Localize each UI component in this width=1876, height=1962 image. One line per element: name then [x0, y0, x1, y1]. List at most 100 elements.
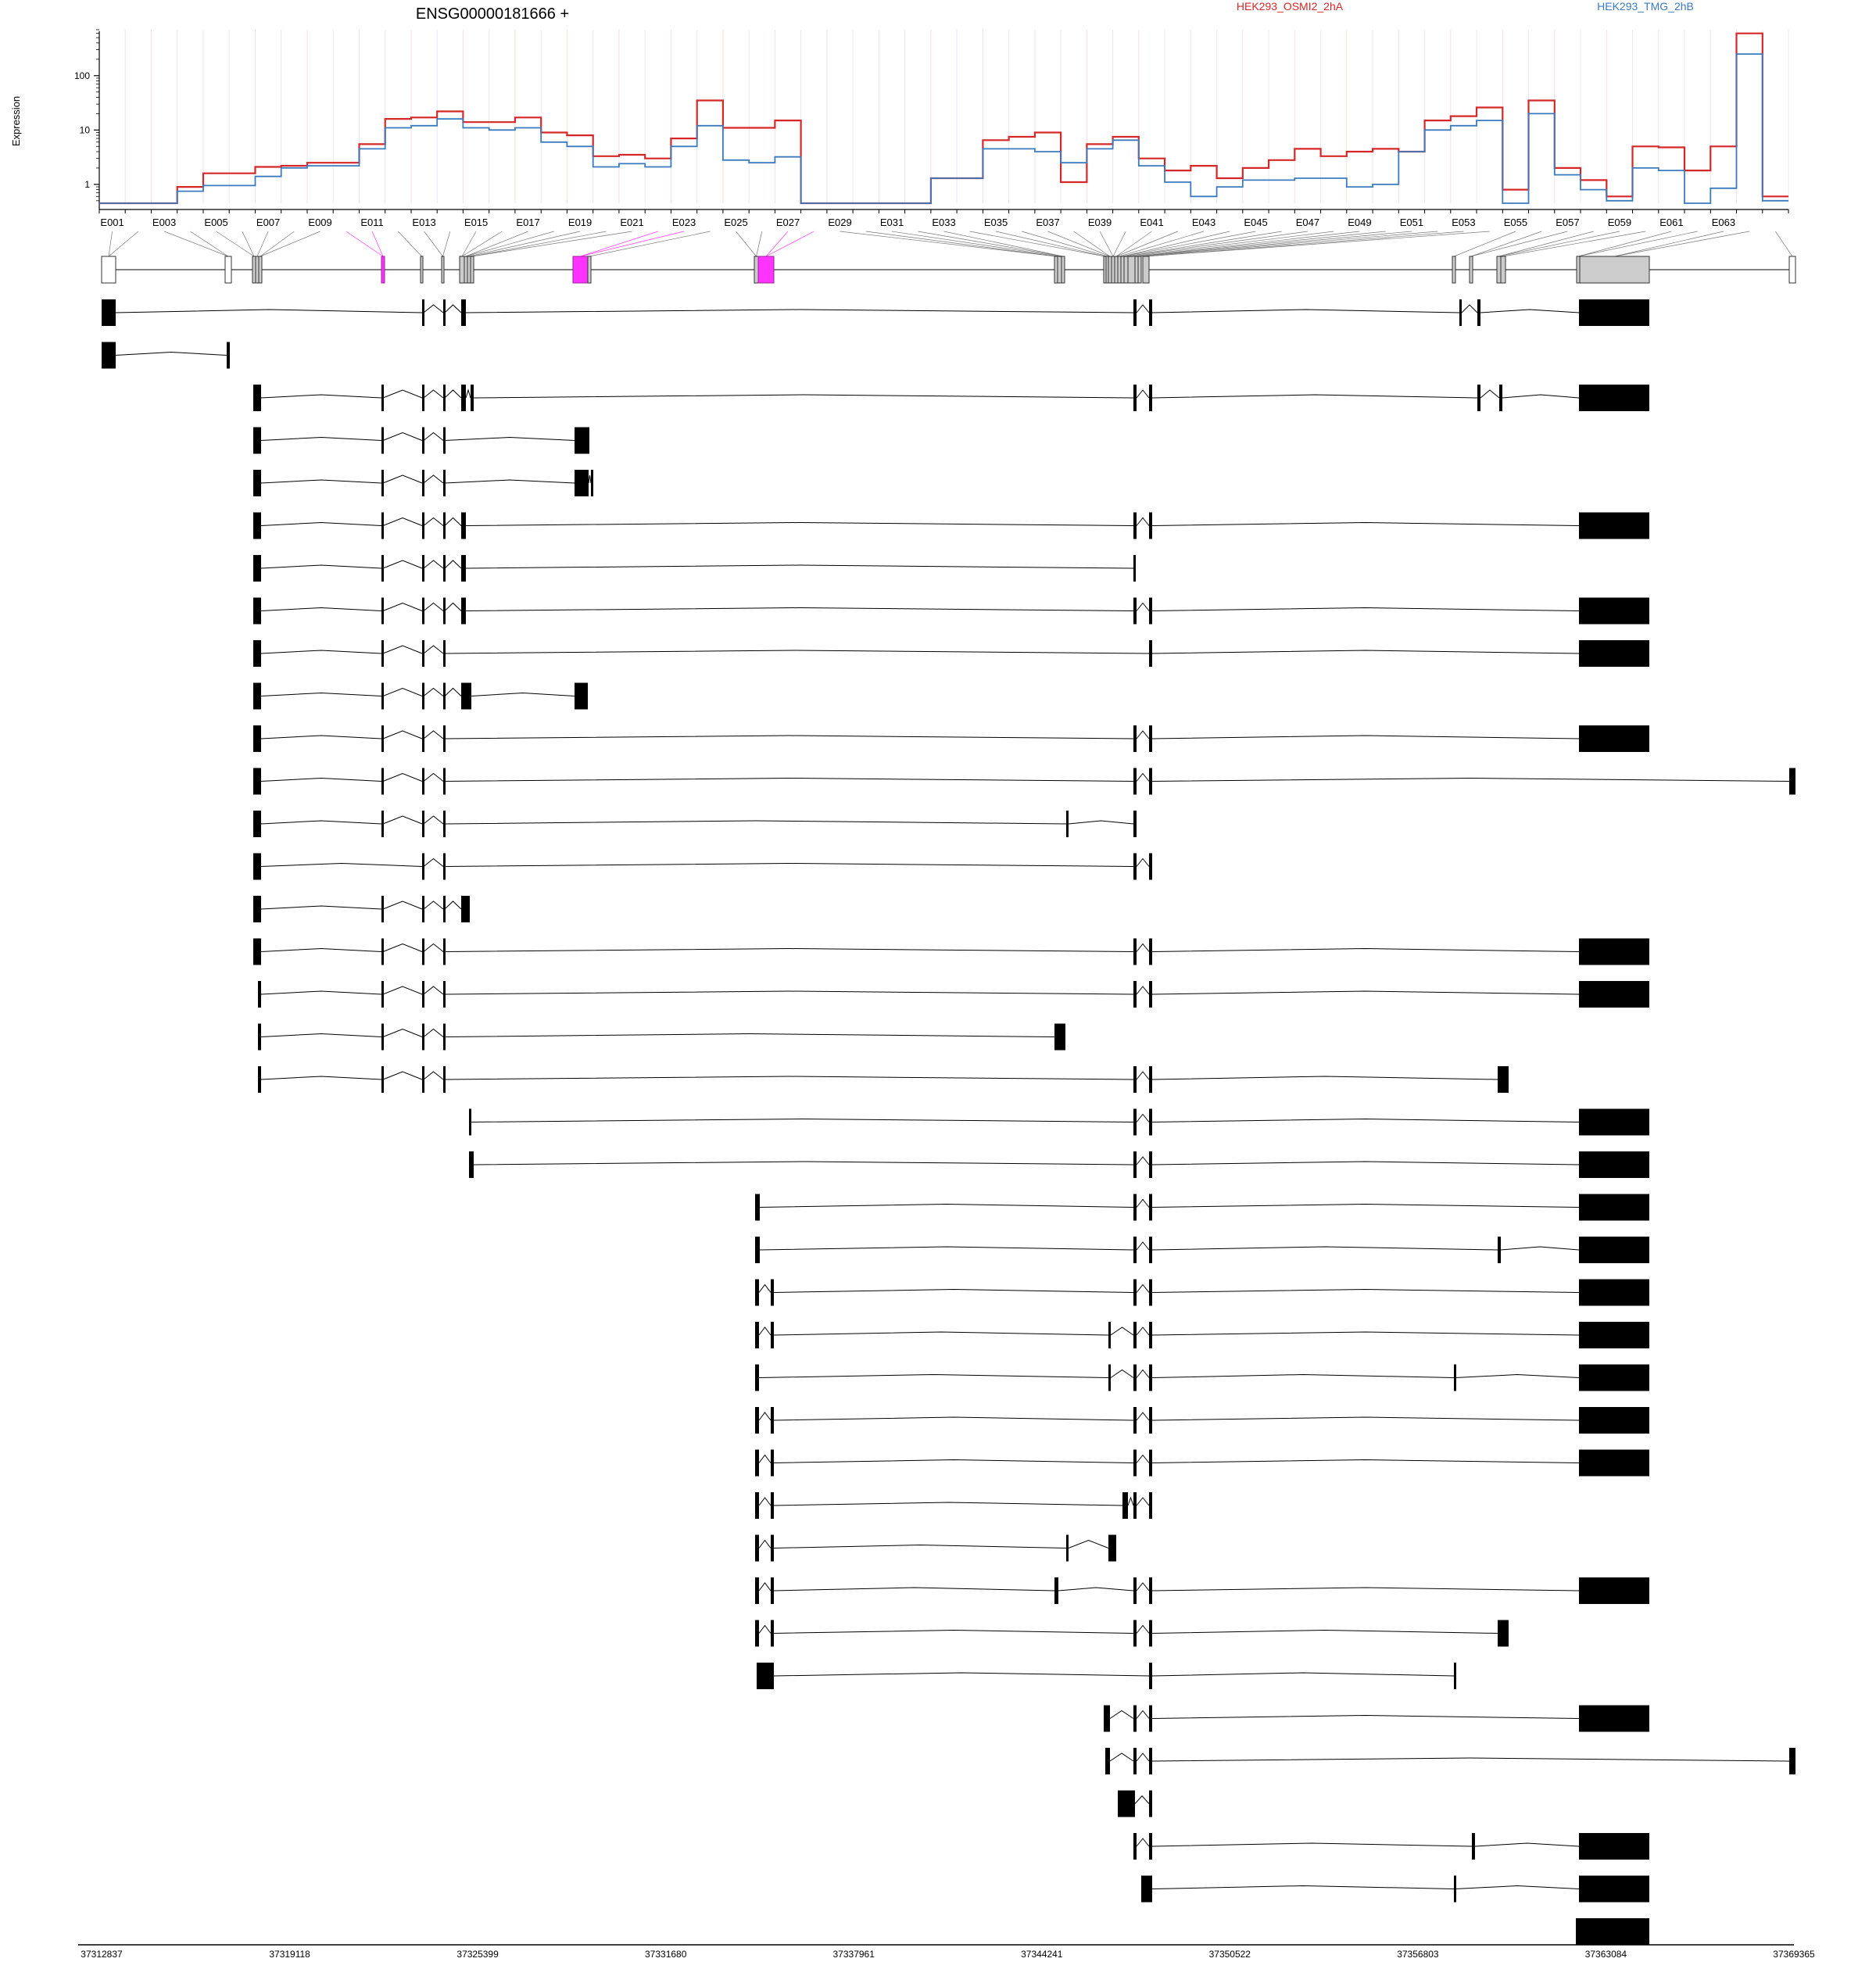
- transcript-intron: [1109, 1710, 1134, 1719]
- transcript-intron: [1136, 1497, 1150, 1506]
- transcript-exon: [461, 512, 466, 539]
- exon-labels: E001 E003 E005 E007 E009 E011 E013 E015 E017 E019…: [100, 217, 1735, 228]
- transcript-exon: [1133, 1364, 1137, 1391]
- genomic-tick-label: 37337961: [833, 1949, 875, 1960]
- transcript-exon: [1579, 597, 1649, 625]
- exon-connector: [442, 231, 451, 257]
- exon-connector: [765, 231, 789, 257]
- transcript-exon: [1149, 1663, 1152, 1689]
- exon-connector: [465, 231, 528, 257]
- model-exon: [1127, 256, 1136, 284]
- transcript-exon: [381, 470, 384, 496]
- genomic-tick-label: 37350522: [1209, 1949, 1251, 1960]
- exon-label: E035: [984, 217, 1008, 228]
- exon-connector: [371, 231, 384, 257]
- transcript-exon: [755, 1364, 759, 1391]
- exon-connector: [1136, 231, 1360, 257]
- exon-label: E057: [1556, 217, 1579, 228]
- transcript-exon: [422, 811, 424, 837]
- transcript-intron: [773, 1502, 1123, 1506]
- transcript-intron: [758, 1497, 772, 1506]
- transcript-exon: [443, 853, 446, 880]
- transcript-exon: [1579, 1449, 1649, 1477]
- y-tick-label: 10: [80, 124, 91, 135]
- transcript-intron: [1068, 1539, 1109, 1548]
- exon-label: E029: [828, 217, 851, 228]
- transcript-exon: [1579, 640, 1649, 667]
- transcript-exon: [461, 555, 466, 582]
- transcript-intron: [423, 1071, 444, 1080]
- transcript-exon: [755, 1322, 759, 1348]
- exon-connectors: [108, 231, 1793, 257]
- transcript-intron: [1136, 1710, 1150, 1719]
- exon-connector: [1115, 231, 1152, 257]
- transcript-intron: [382, 602, 423, 611]
- transcript-exon: [771, 1449, 774, 1477]
- transcript-exon: [1133, 555, 1136, 582]
- transcript-intron: [115, 309, 423, 313]
- transcript-intron: [1136, 304, 1150, 313]
- transcript-intron: [759, 1203, 1134, 1208]
- exon-connector: [969, 231, 1105, 257]
- transcript-intron: [1136, 389, 1150, 399]
- transcript-exon: [1454, 1663, 1456, 1689]
- exon-label: E059: [1608, 217, 1631, 228]
- transcript-exon: [1108, 1534, 1116, 1562]
- transcript-exon: [1149, 640, 1152, 667]
- transcript-intron: [1058, 1587, 1134, 1591]
- model-exon: [224, 256, 232, 284]
- transcript-exon: [1133, 1237, 1137, 1263]
- model-exon: [1108, 256, 1112, 284]
- model-exon: [1469, 256, 1473, 284]
- exon-connector: [918, 231, 1064, 257]
- transcript-exon: [1789, 768, 1795, 795]
- transcript-intron: [773, 1672, 1150, 1677]
- transcript-exon: [461, 682, 471, 710]
- transcript-exon: [1576, 1918, 1649, 1945]
- transcript-intron: [1136, 1454, 1150, 1463]
- transcript-intron: [773, 1587, 1055, 1591]
- transcript-intron: [773, 1544, 1067, 1548]
- transcript-exon: [1579, 1364, 1649, 1391]
- transcript-intron: [260, 394, 382, 399]
- transcript-intron: [1502, 394, 1580, 399]
- transcript-intron: [1151, 1246, 1498, 1251]
- exon-connector: [471, 231, 632, 257]
- transcript-intron: [1136, 1624, 1150, 1634]
- genomic-tick-label: 37325399: [456, 1949, 499, 1960]
- transcript-exon: [1579, 1237, 1649, 1263]
- transcript-exon: [1133, 1705, 1137, 1732]
- exon-connector: [260, 231, 320, 257]
- transcript-intron: [1136, 1198, 1150, 1208]
- transcript-exon: [253, 768, 261, 795]
- transcript-intron: [1110, 1326, 1134, 1336]
- transcript-intron: [1136, 602, 1150, 611]
- transcript-intron: [382, 900, 423, 910]
- model-exon: [1452, 256, 1456, 284]
- transcript-intron: [423, 517, 444, 526]
- transcript-exon: [422, 682, 424, 710]
- transcript-intron: [423, 815, 444, 825]
- transcript-intron: [382, 1071, 423, 1080]
- model-exon: [572, 256, 589, 284]
- exon-connector: [1112, 231, 1126, 257]
- transcript-intron: [473, 1161, 1134, 1165]
- transcript-exon: [1149, 1833, 1152, 1860]
- transcript-intron: [444, 687, 462, 696]
- genomic-tick-label: 37356803: [1397, 1949, 1439, 1960]
- transcript-intron: [444, 389, 462, 399]
- exon-connector: [1614, 231, 1750, 257]
- transcript-intron: [382, 815, 423, 825]
- exon-connector: [1099, 231, 1114, 257]
- transcript-intron: [758, 1454, 772, 1463]
- transcript-intron: [1151, 1842, 1473, 1847]
- transcript-exon: [1149, 1279, 1152, 1306]
- transcript-intron: [1151, 1288, 1580, 1293]
- transcript-intron: [382, 517, 423, 526]
- transcript-exon: [443, 1023, 446, 1051]
- transcript-exon: [1579, 1833, 1649, 1860]
- transcript-intron: [1461, 304, 1478, 313]
- transcript-intron: [1136, 1753, 1150, 1762]
- exon-connector: [1139, 231, 1438, 257]
- genomic-axis: 37312837 37319118 37325399 37331680 37337961…: [78, 1944, 1815, 1960]
